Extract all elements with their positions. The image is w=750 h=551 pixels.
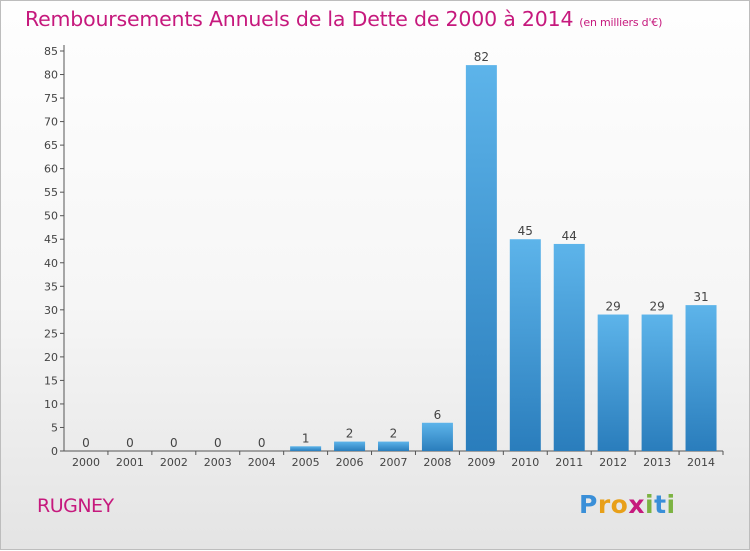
x-tick-label: 2007 xyxy=(380,456,408,469)
logo-letter: i xyxy=(645,490,655,519)
y-tick-label: 25 xyxy=(44,327,58,340)
y-tick-label: 15 xyxy=(44,374,58,387)
bars xyxy=(290,65,717,451)
data-label-2009: 82 xyxy=(474,50,489,64)
data-label-2004: 0 xyxy=(258,436,266,450)
y-tick-label: 70 xyxy=(44,116,58,129)
y-tick-label: 50 xyxy=(44,210,58,223)
y-tick-label: 0 xyxy=(51,445,58,458)
y-tick-label: 80 xyxy=(44,69,58,82)
title-text: Remboursements Annuels de la Dette de 20… xyxy=(25,7,574,31)
data-label-2013: 29 xyxy=(649,300,664,314)
data-label-2010: 45 xyxy=(518,224,533,238)
y-tick-label: 65 xyxy=(44,139,58,152)
data-label-2011: 44 xyxy=(562,229,577,243)
y-tick-label: 20 xyxy=(44,351,58,364)
x-tick-label: 2009 xyxy=(467,456,495,469)
y-tick-label: 75 xyxy=(44,92,58,105)
data-label-2007: 2 xyxy=(390,427,398,441)
x-tick-label: 2012 xyxy=(599,456,627,469)
data-label-2003: 0 xyxy=(214,436,222,450)
proxiti-logo[interactable]: Proxiti xyxy=(579,490,676,519)
x-tick-label: 2003 xyxy=(204,456,232,469)
data-label-2012: 29 xyxy=(606,300,621,314)
y-tick-label: 55 xyxy=(44,186,58,199)
x-axis: 2000 2001 2002 2003 2004 2005 2006 2007 2008 2009… xyxy=(64,450,724,469)
x-tick-label: 2000 xyxy=(72,456,100,469)
logo-letter: x xyxy=(628,490,645,519)
bar-2006 xyxy=(334,441,366,451)
chart-title: Remboursements Annuels de la Dette de 20… xyxy=(25,7,662,31)
x-tick-label: 2010 xyxy=(511,456,539,469)
bar-2011 xyxy=(553,243,585,451)
bar-2012 xyxy=(597,314,629,451)
y-tick-label: 85 xyxy=(44,45,58,58)
x-tick-label: 2008 xyxy=(423,456,451,469)
x-tick-label: 2005 xyxy=(292,456,320,469)
x-tick-label: 2004 xyxy=(248,456,276,469)
data-label-2008: 6 xyxy=(434,408,442,422)
x-tick-label: 2002 xyxy=(160,456,188,469)
bar-2005 xyxy=(290,446,322,451)
data-label-2001: 0 xyxy=(126,436,134,450)
y-tick-label: 35 xyxy=(44,280,58,293)
bar-2008 xyxy=(421,422,453,451)
data-labels: 0 0 0 0 0 1 2 2 6 82 45 44 29 29 31 xyxy=(82,50,709,450)
commune-name: RUGNEY xyxy=(37,495,114,517)
data-label-2006: 2 xyxy=(346,427,354,441)
x-tick-label: 2013 xyxy=(643,456,671,469)
bar-2007 xyxy=(378,441,409,451)
x-tick-label: 2006 xyxy=(336,456,364,469)
logo-letter: r xyxy=(597,490,611,519)
bar-2013 xyxy=(641,314,673,451)
logo-letter: P xyxy=(579,490,598,519)
bar-2010 xyxy=(509,239,541,451)
y-tick-label: 60 xyxy=(44,163,58,176)
x-tick-label: 2011 xyxy=(555,456,583,469)
data-label-2005: 1 xyxy=(302,431,310,445)
data-label-2002: 0 xyxy=(170,436,178,450)
data-label-2000: 0 xyxy=(82,436,90,450)
y-tick-label: 5 xyxy=(51,421,58,434)
y-tick-label: 45 xyxy=(44,233,58,246)
bar-2014 xyxy=(685,305,717,451)
x-tick-label: 2001 xyxy=(116,456,144,469)
y-tick-label: 10 xyxy=(44,398,58,411)
y-tick-label: 30 xyxy=(44,304,58,317)
logo-letter: o xyxy=(610,490,629,519)
logo-letter: t xyxy=(654,490,667,519)
y-axis: 0 5 10 15 20 25 30 35 40 45 50 55 60 65 70 75 80 85 xyxy=(44,45,65,458)
title-unit: (en milliers d'€) xyxy=(579,16,663,29)
y-tick-label: 40 xyxy=(44,257,58,270)
data-label-2014: 31 xyxy=(693,290,708,304)
x-tick-label: 2014 xyxy=(687,456,715,469)
logo-letter: i xyxy=(666,490,676,519)
bar-2009 xyxy=(465,65,497,451)
